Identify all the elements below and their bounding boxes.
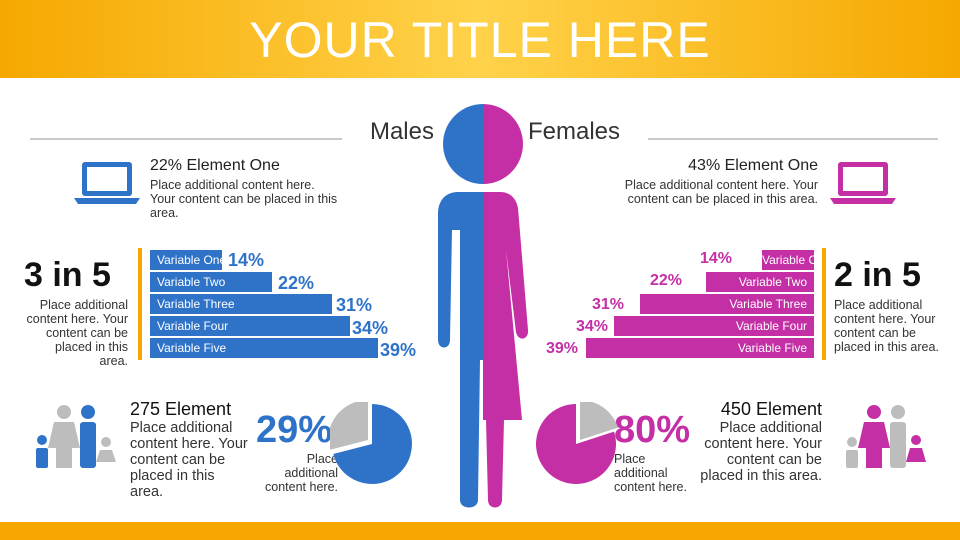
males-element-heading: 22% Element One [150,157,280,174]
female-bar-value: 22% [650,272,683,289]
males-pie-chart [330,402,412,484]
male-bar: Variable Five [150,338,378,358]
females-big-percent-body: Place additional content here. [614,452,687,494]
female-bar-label: Variable Three [729,297,807,311]
male-bar: Variable One [150,250,222,270]
females-ratio: 2 in 5 [834,256,921,294]
males-big-percent-body: Place additional content here. [265,452,338,494]
footer-bar [0,522,960,540]
female-bar: Variable Two [706,272,814,292]
males-label: Males [369,118,434,145]
female-bar-label: Variable Five [737,341,807,355]
male-bar-label: Variable Two [157,275,226,289]
females-divider [822,248,826,360]
females-element-heading: 43% Element One [688,157,818,174]
female-bar: Variable Five [586,338,814,358]
laptop-icon [74,162,140,204]
females-stat-body: Place additional content here. Your cont… [700,420,822,484]
male-bar-value: 31% [336,295,373,315]
female-bar-value: 14% [700,250,733,267]
females-label: Females [528,118,621,145]
females-element-body: Place additional content here. Your cont… [624,178,818,206]
family-icon [36,405,116,468]
male-bar-value: 34% [352,318,389,338]
male-bar-value: 22% [278,273,315,293]
females-stat-heading: 450 Element [720,399,822,419]
males-stat-heading: 275 Element [130,399,232,419]
males-ratio: 3 in 5 [24,256,111,294]
female-bar: Variable Three [640,294,814,314]
family-icon [846,405,926,468]
page-title: YOUR TITLE HERE [249,12,711,68]
female-bar-label: Variable Two [738,275,807,289]
females-pie-chart [536,402,618,484]
male-bar: Variable Four [150,316,350,336]
male-bar-label: Variable Four [157,319,229,333]
males-ratio-body: Place additional content here. Your cont… [26,298,128,368]
divider-left [30,138,342,140]
female-bar-label: Variable Four [735,319,807,333]
male-bar-label: Variable One [157,253,222,267]
female-bar: Variable Four [614,316,814,336]
females-big-percent: 80% [614,409,691,451]
male-bar-value: 39% [380,340,417,360]
divider-right [648,138,938,140]
male-bar-label: Variable Five [157,341,227,355]
female-bar-value: 34% [575,318,608,335]
laptop-icon [830,162,896,204]
male-bar: Variable Two [150,272,272,292]
female-bar-label: Variable One [762,253,814,267]
males-element-body: Place additional content here. Your cont… [150,178,338,220]
male-bar-value: 14% [228,250,265,270]
male-female-figure-icon [438,104,528,508]
female-bar-value: 31% [592,296,625,313]
female-bar-value: 39% [545,340,578,357]
male-bar: Variable Three [150,294,332,314]
males-divider [138,248,142,360]
female-bar: Variable One [762,250,814,270]
male-bar-label: Variable Three [157,297,235,311]
males-big-percent: 29% [256,409,333,451]
title-banner [0,0,960,78]
females-ratio-body: Place additional content here. Your cont… [834,298,939,354]
males-stat-body: Place additional content here. Your cont… [130,420,248,500]
